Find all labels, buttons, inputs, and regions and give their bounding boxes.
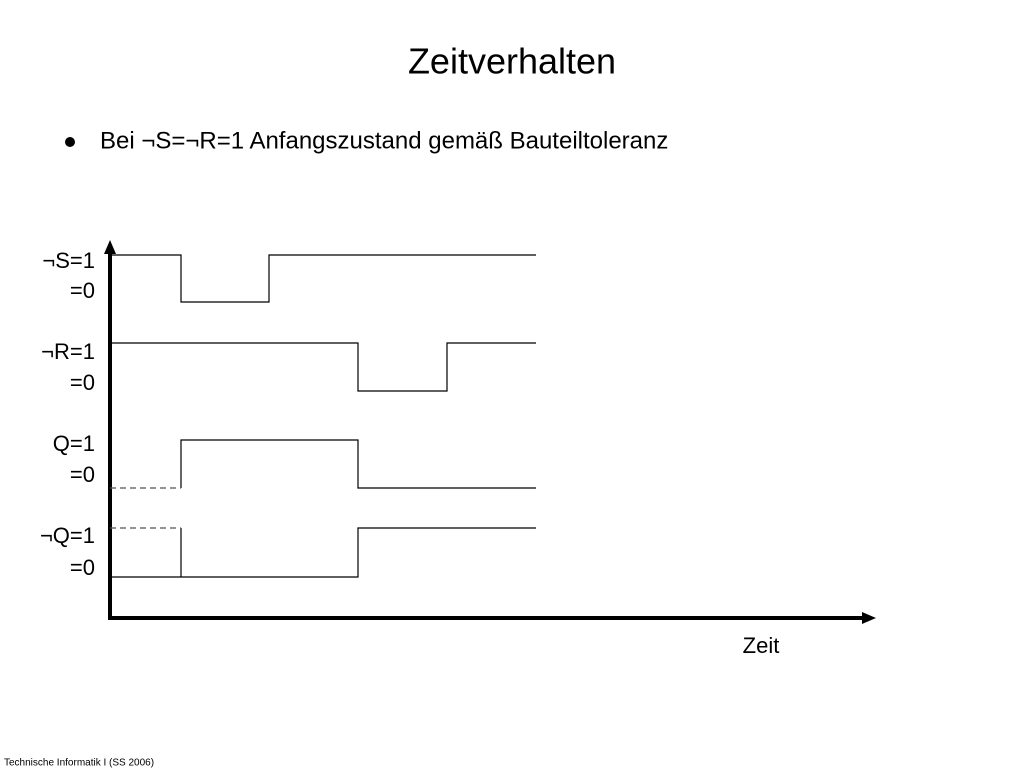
signal-low-label: =0 xyxy=(70,370,95,395)
bullet-dot xyxy=(65,137,75,147)
signal-low-label: =0 xyxy=(70,462,95,487)
slide-title: Zeitverhalten xyxy=(408,41,616,82)
signal-high-label: Q=1 xyxy=(53,431,95,456)
footer: Technische Informatik I (SS 2006) xyxy=(4,758,154,768)
signal-high-label: ¬S=1 xyxy=(42,248,95,273)
wave-nq xyxy=(110,527,536,578)
bullet-text: Bei ¬S=¬R=1 Anfangszustand gemäß Bauteil… xyxy=(100,127,668,154)
wave-r xyxy=(110,342,536,392)
signal-low-label: =0 xyxy=(70,278,95,303)
wave-s xyxy=(110,254,536,303)
x-arrow xyxy=(862,612,876,624)
y-arrow xyxy=(104,240,116,254)
wave-q xyxy=(180,439,536,489)
signal-low-label: =0 xyxy=(70,555,95,580)
signal-high-label: ¬Q=1 xyxy=(40,523,95,548)
signal-high-label: ¬R=1 xyxy=(41,339,95,364)
x-axis-label: Zeit xyxy=(743,633,780,658)
